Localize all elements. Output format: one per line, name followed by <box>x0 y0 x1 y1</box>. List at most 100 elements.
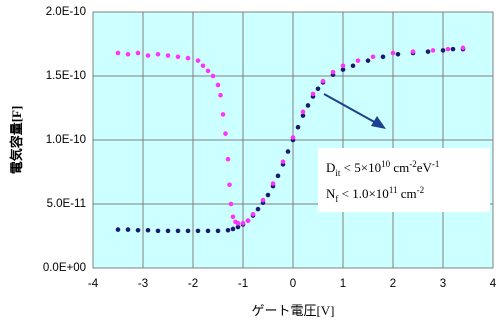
point <box>225 227 231 233</box>
x-tick-label: 2 <box>390 278 396 290</box>
y-tick-label: 2.0E-10 <box>46 6 86 18</box>
annotation-part: N <box>326 186 336 201</box>
y-tick-label: 0.0E+00 <box>43 262 86 274</box>
point <box>330 69 336 75</box>
x-tick-label: -4 <box>88 278 99 290</box>
point <box>270 181 276 186</box>
point <box>305 103 311 108</box>
y-axis-title: 電気容量[F] <box>9 106 24 175</box>
point <box>430 48 436 53</box>
point <box>155 228 161 234</box>
annotation-part: eV <box>417 160 433 175</box>
point <box>165 228 171 234</box>
point <box>115 50 121 56</box>
point <box>275 173 281 179</box>
point <box>410 49 416 54</box>
point <box>205 228 211 234</box>
point <box>228 201 234 207</box>
point <box>225 156 231 162</box>
point <box>200 63 206 69</box>
point <box>370 54 376 60</box>
y-tick-label: 1.0E-10 <box>46 134 86 146</box>
point <box>350 63 356 69</box>
point <box>135 227 141 233</box>
point <box>320 78 326 84</box>
point <box>115 227 121 232</box>
point <box>440 48 446 53</box>
annotation-part: 11 <box>389 185 398 195</box>
annotation-part: D <box>326 160 335 175</box>
annotation-part: f <box>335 194 338 204</box>
point <box>195 228 201 234</box>
point <box>310 91 316 97</box>
point <box>340 63 346 69</box>
point <box>227 182 232 188</box>
annotation: Dit < 5×1010 cm-2eV-1Nf < 1.0×1011 cm-2 <box>326 159 439 204</box>
x-tick-label: -1 <box>238 278 248 290</box>
point <box>315 86 321 92</box>
x-tick-label: -2 <box>188 278 198 290</box>
point <box>235 220 241 226</box>
point <box>145 53 151 58</box>
annotation-box <box>318 148 490 212</box>
point <box>340 67 346 72</box>
annotation-part: < 5×10 <box>340 160 381 175</box>
annotation-part: cm <box>397 186 416 201</box>
x-tick-label: 4 <box>490 278 497 290</box>
point <box>450 46 456 52</box>
point <box>210 73 216 79</box>
y-tick-label: 1.5E-10 <box>46 70 86 82</box>
point <box>185 55 191 61</box>
point <box>215 228 221 234</box>
points <box>115 45 466 234</box>
point <box>175 54 181 60</box>
point <box>125 51 131 57</box>
point <box>260 197 266 203</box>
point <box>300 113 306 118</box>
y-tick-label: 5.0E-11 <box>47 198 86 210</box>
point <box>295 124 301 130</box>
point <box>380 54 386 60</box>
point <box>223 131 228 136</box>
annotation-part: cm <box>390 160 409 175</box>
annotation-part: -2 <box>409 159 417 169</box>
point <box>165 53 171 58</box>
annotation-text: Nf < 1.0×1011 cm-2 <box>326 185 424 204</box>
point <box>220 112 226 117</box>
point <box>205 68 211 74</box>
annotation-part: -1 <box>432 159 440 169</box>
point <box>185 228 191 234</box>
point <box>250 211 256 217</box>
point <box>218 92 223 98</box>
point <box>230 226 236 232</box>
point <box>280 159 286 165</box>
point <box>355 58 361 63</box>
point <box>460 45 466 51</box>
arrow-head <box>371 116 386 129</box>
point <box>255 206 261 212</box>
annotation-part: 10 <box>381 159 391 169</box>
point <box>290 135 296 140</box>
point <box>125 227 131 232</box>
arrow <box>323 93 379 125</box>
point <box>215 82 221 88</box>
point <box>365 58 371 63</box>
annotation-part: it <box>335 168 341 178</box>
point <box>390 50 396 56</box>
point <box>230 214 236 220</box>
point <box>445 46 451 52</box>
annotation-text: Dit < 5×1010 cm-2eV-1 <box>326 159 439 178</box>
point <box>135 50 141 56</box>
point <box>395 51 401 57</box>
x-tick-label: 1 <box>340 278 346 290</box>
point <box>155 51 161 57</box>
x-tick-label: -3 <box>138 278 148 290</box>
point <box>235 224 241 230</box>
annotation-part: < 1.0×10 <box>338 186 388 201</box>
annotation-part: -2 <box>417 185 425 195</box>
x-tick-label: 3 <box>440 278 446 290</box>
point <box>245 218 251 223</box>
point <box>265 192 271 198</box>
point <box>425 49 431 54</box>
